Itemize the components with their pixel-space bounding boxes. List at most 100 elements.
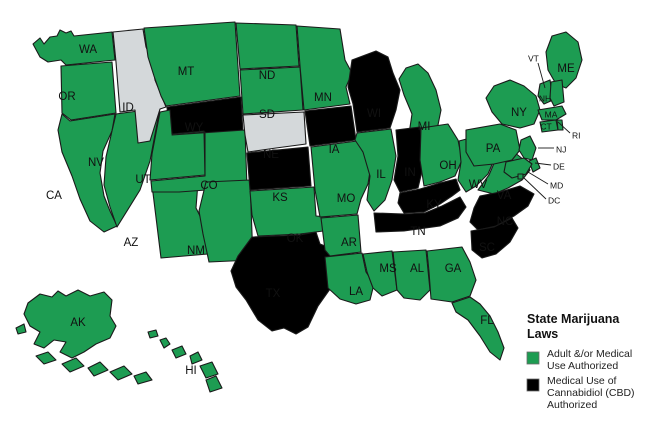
state-ak-island-5	[133, 371, 153, 385]
leader-lines-group	[523, 62, 571, 200]
state-oh[interactable]	[419, 123, 463, 187]
state-label-ri: RI	[572, 130, 581, 140]
state-ks[interactable]	[246, 146, 312, 191]
state-mt[interactable]	[143, 21, 241, 107]
state-ak-island-4	[109, 365, 133, 381]
state-or[interactable]	[60, 61, 117, 121]
leader-line-de	[534, 162, 552, 166]
state-label-sc: SC	[479, 242, 495, 254]
state-label-ut: UT	[135, 174, 150, 186]
state-label-sd: SD	[259, 109, 275, 121]
state-label-pa: PA	[486, 143, 501, 155]
state-label-ne: NE	[263, 149, 279, 161]
state-label-ks: KS	[272, 192, 288, 204]
state-label-wy: WY	[185, 122, 204, 134]
legend-title-line1: State Marijuana	[527, 312, 620, 326]
state-nc[interactable]	[469, 185, 535, 231]
state-label-ct: CT	[540, 121, 551, 131]
leader-line-dc	[523, 177, 547, 200]
state-label-ak: AK	[70, 317, 86, 329]
state-label-or: OR	[58, 91, 75, 103]
state-label-mt: MT	[178, 66, 195, 78]
state-label-me: ME	[557, 63, 575, 75]
state-hi[interactable]	[159, 337, 171, 349]
state-al[interactable]	[392, 249, 431, 301]
state-md[interactable]	[503, 157, 533, 179]
state-label-il: IL	[376, 169, 386, 181]
state-ak-island-2	[61, 357, 85, 373]
state-hi-island-2	[189, 351, 203, 365]
state-sc[interactable]	[470, 217, 519, 259]
legend-swatch-green	[526, 351, 540, 365]
state-ky[interactable]	[397, 178, 461, 214]
state-wi[interactable]	[347, 50, 401, 133]
state-label-wa: WA	[79, 44, 97, 56]
state-label-la: LA	[349, 286, 363, 298]
state-sd[interactable]	[239, 66, 304, 115]
state-label-nd: ND	[259, 70, 276, 82]
state-vt[interactable]	[537, 79, 554, 105]
state-tx[interactable]	[230, 231, 337, 335]
state-label-vt: VT	[528, 53, 539, 63]
state-ma[interactable]	[537, 105, 567, 121]
state-hi-island-0	[147, 329, 159, 339]
state-tn[interactable]	[373, 196, 467, 233]
state-fl[interactable]	[451, 296, 505, 361]
state-ak[interactable]	[23, 289, 117, 359]
state-ut[interactable]	[149, 109, 206, 181]
state-label-nh: NH	[539, 93, 551, 103]
state-label-mo: MO	[337, 193, 356, 205]
state-nd[interactable]	[235, 22, 300, 70]
state-label-ga: GA	[445, 263, 462, 275]
leader-line-vt	[537, 62, 546, 89]
legend-label-green-line1: Adult &/or Medical	[547, 348, 632, 360]
state-label-al: AL	[410, 263, 425, 275]
state-wa[interactable]	[32, 29, 116, 66]
state-ms[interactable]	[362, 250, 398, 297]
state-il[interactable]	[354, 128, 397, 212]
state-ga[interactable]	[426, 246, 477, 303]
legend-label-orange-line2: Cannabidiol (CBD)	[547, 387, 635, 399]
state-hi-island-4	[205, 375, 223, 393]
state-mn[interactable]	[296, 25, 353, 111]
state-label-in: IN	[404, 167, 416, 179]
map-legend: State Marijuana Laws Adult &/or Medical …	[526, 312, 635, 411]
state-label-ky: KY	[426, 199, 442, 211]
state-ny[interactable]	[485, 79, 541, 129]
state-hi-island-3	[199, 361, 219, 379]
state-label-co: CO	[200, 180, 217, 192]
state-label-nv: NV	[88, 157, 104, 169]
state-label-nc: NC	[497, 216, 514, 228]
state-me[interactable]	[545, 31, 583, 89]
state-ak-island-0	[15, 323, 27, 335]
state-pa[interactable]	[465, 123, 521, 167]
legend-label-orange-line3: Authorized	[547, 399, 597, 411]
state-ri[interactable]	[556, 119, 564, 131]
state-label-ar: AR	[341, 237, 357, 249]
state-dc[interactable]	[517, 173, 524, 180]
state-ne[interactable]	[242, 111, 307, 153]
state-label-md: MD	[550, 180, 563, 190]
state-label-mn: MN	[314, 92, 332, 104]
state-la[interactable]	[324, 252, 375, 305]
state-label-az: AZ	[124, 237, 139, 249]
state-label-tn: TN	[410, 226, 425, 238]
state-ar[interactable]	[320, 214, 362, 257]
state-label-oh: OH	[439, 160, 456, 172]
state-label-nm: NM	[187, 245, 205, 257]
state-co[interactable]	[150, 129, 248, 193]
state-label-wi: WI	[367, 108, 381, 120]
state-label-dc: DC	[548, 195, 560, 205]
state-de[interactable]	[528, 157, 541, 173]
legend-label-green-line2: Use Authorized	[547, 360, 618, 372]
state-label-nj: NJ	[556, 144, 566, 154]
state-nh[interactable]	[549, 79, 565, 107]
state-label-va: VA	[497, 190, 512, 202]
state-ia[interactable]	[304, 105, 357, 147]
state-label-ma: MA	[545, 109, 558, 119]
state-label-fl: FL	[480, 315, 494, 327]
legend-swatch-orange	[526, 378, 540, 392]
state-label-tx: TX	[266, 288, 281, 300]
state-hi-island-1	[171, 345, 187, 359]
